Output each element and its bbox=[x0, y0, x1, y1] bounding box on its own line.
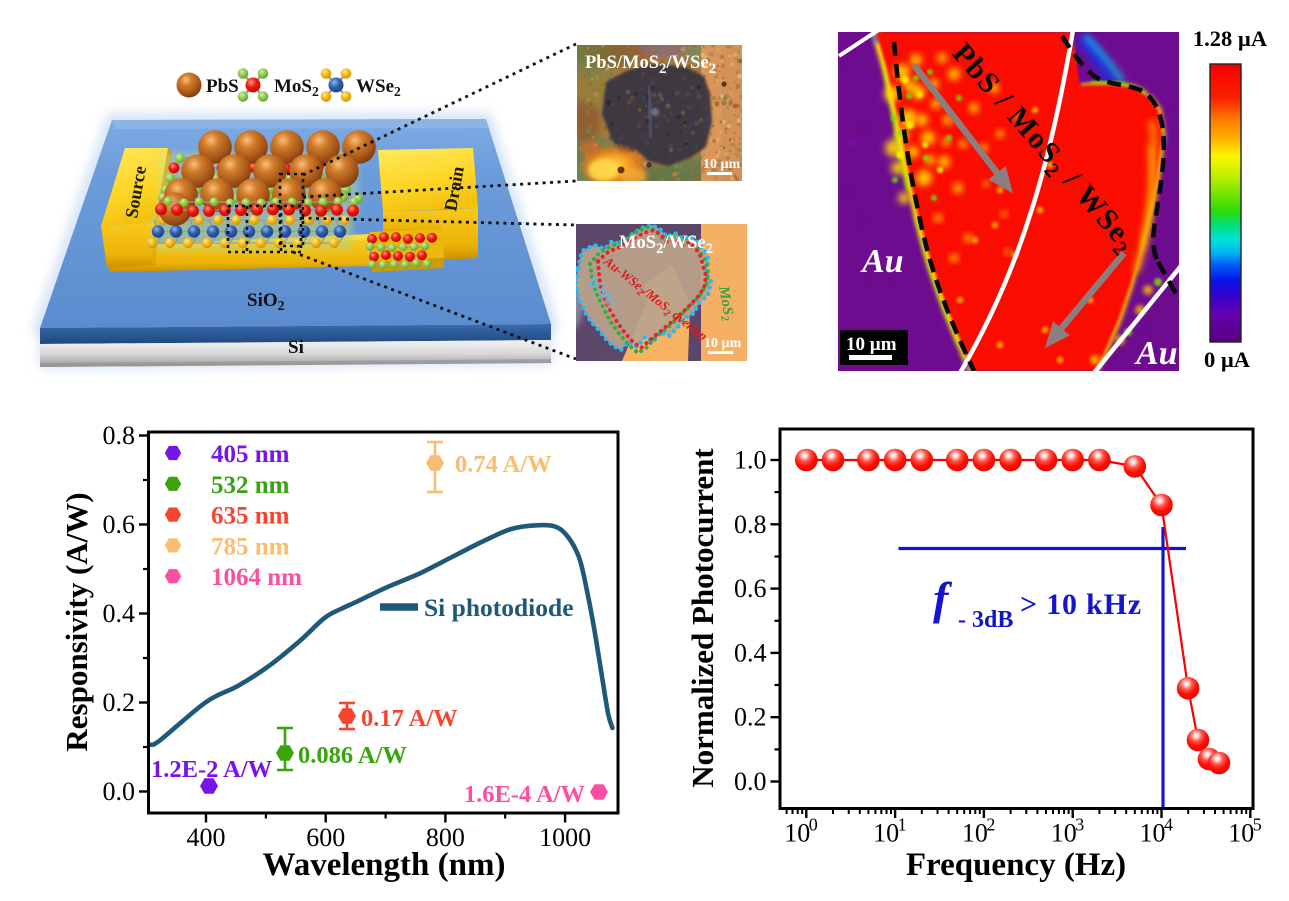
svg-text:0.0: 0.0 bbox=[103, 777, 136, 806]
svg-text:MoS2/WSe2: MoS2/WSe2 bbox=[619, 233, 713, 257]
svg-text:0.6: 0.6 bbox=[734, 574, 767, 603]
svg-text:3: 3 bbox=[1075, 815, 1084, 835]
svg-text:10 µm: 10 µm bbox=[703, 157, 741, 172]
svg-text:10: 10 bbox=[1228, 819, 1254, 848]
svg-text:1000: 1000 bbox=[539, 823, 591, 852]
svg-text:0.6: 0.6 bbox=[103, 510, 136, 539]
svg-text:1.0: 1.0 bbox=[734, 446, 767, 475]
svg-text:1: 1 bbox=[898, 815, 907, 835]
svg-text:10: 10 bbox=[1140, 819, 1166, 848]
svg-text:0.17 A/W: 0.17 A/W bbox=[361, 705, 458, 732]
svg-text:0.74 A/W: 0.74 A/W bbox=[455, 451, 552, 478]
svg-text:400: 400 bbox=[187, 823, 226, 852]
svg-text:0.8: 0.8 bbox=[103, 421, 136, 450]
svg-text:0.4: 0.4 bbox=[734, 638, 767, 667]
svg-text:405 nm: 405 nm bbox=[211, 441, 290, 468]
svg-text:0.8: 0.8 bbox=[734, 510, 767, 539]
svg-text:Au: Au bbox=[1134, 335, 1178, 372]
svg-text:800: 800 bbox=[426, 823, 465, 852]
svg-text:MoS2: MoS2 bbox=[274, 76, 319, 99]
svg-text:0.0: 0.0 bbox=[734, 767, 767, 796]
svg-text:10 µm: 10 µm bbox=[704, 336, 742, 351]
svg-text:5: 5 bbox=[1253, 815, 1262, 835]
svg-text:PbS: PbS bbox=[206, 76, 239, 97]
svg-text:- 3dB: - 3dB bbox=[958, 607, 1013, 633]
svg-text:Si photodiode: Si photodiode bbox=[424, 593, 574, 622]
svg-text:0.2: 0.2 bbox=[103, 688, 136, 717]
svg-text:2: 2 bbox=[986, 815, 995, 835]
svg-text:> 10 kHz: > 10 kHz bbox=[1020, 588, 1142, 621]
svg-text:0.4: 0.4 bbox=[103, 599, 136, 628]
svg-text:635 nm: 635 nm bbox=[211, 503, 290, 530]
svg-text:10: 10 bbox=[873, 819, 899, 848]
svg-text:4: 4 bbox=[1164, 815, 1173, 835]
svg-text:10: 10 bbox=[1051, 819, 1077, 848]
svg-text:Si: Si bbox=[288, 337, 304, 358]
svg-text:532 nm: 532 nm bbox=[211, 472, 290, 499]
svg-text:0.2: 0.2 bbox=[734, 703, 767, 732]
svg-text:10 µm: 10 µm bbox=[846, 334, 897, 355]
svg-text:600: 600 bbox=[306, 823, 345, 852]
svg-text:1.28 µA: 1.28 µA bbox=[1193, 26, 1268, 51]
svg-text:0.086 A/W: 0.086 A/W bbox=[298, 742, 407, 769]
svg-text:1.2E-2 A/W: 1.2E-2 A/W bbox=[151, 756, 273, 783]
svg-text:f: f bbox=[933, 573, 953, 624]
svg-text:WSe2: WSe2 bbox=[356, 76, 401, 99]
svg-text:1064 nm: 1064 nm bbox=[211, 564, 302, 591]
svg-text:10: 10 bbox=[784, 819, 810, 848]
svg-text:Responsivity (A/W): Responsivity (A/W) bbox=[59, 492, 94, 751]
svg-text:0: 0 bbox=[809, 815, 818, 835]
svg-text:1.6E-4 A/W: 1.6E-4 A/W bbox=[464, 781, 586, 808]
svg-text:785 nm: 785 nm bbox=[211, 533, 290, 560]
svg-text:Au: Au bbox=[860, 243, 904, 280]
svg-text:Wavelength (nm): Wavelength (nm) bbox=[263, 847, 506, 883]
svg-text:10: 10 bbox=[962, 819, 988, 848]
svg-text:0 µA: 0 µA bbox=[1204, 347, 1251, 372]
svg-text:Frequency (Hz): Frequency (Hz) bbox=[906, 847, 1126, 883]
svg-text:Normalized Photocurrent: Normalized Photocurrent bbox=[685, 448, 720, 788]
